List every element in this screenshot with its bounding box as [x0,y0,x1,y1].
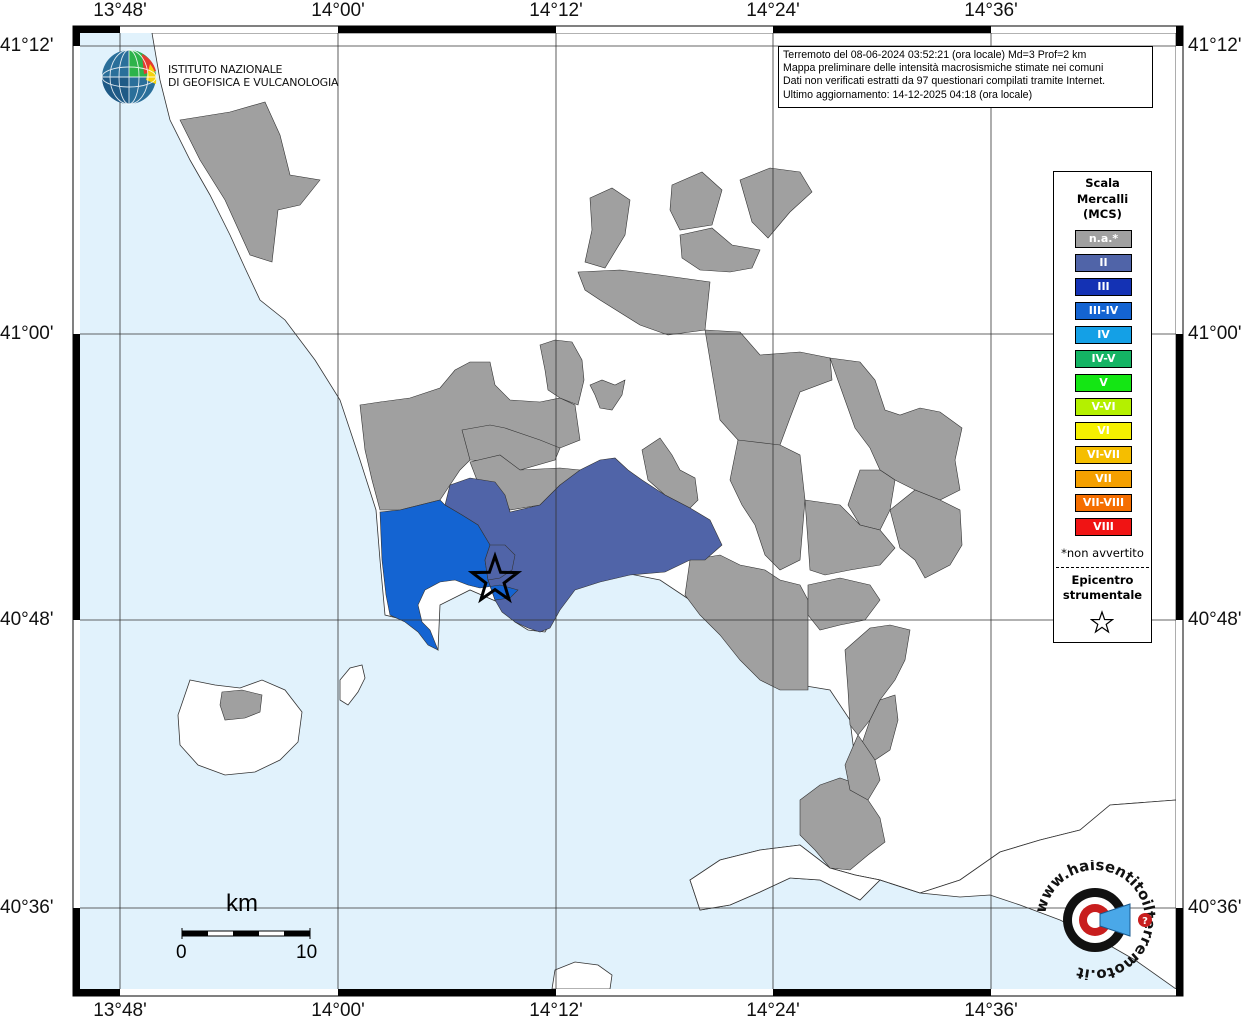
municipality-intensity-III-IV [379,499,519,651]
legend-epicenter-line: Epicentro [1071,573,1134,587]
ingv-line-1: ISTITUTO NAZIONALE [168,63,283,76]
legend-item: IV [1075,326,1132,344]
legend-note: *non avvertito [1061,546,1144,560]
lat-label-left: 40°48' [0,609,54,630]
event-info-line: Ultimo aggiornamento: 14-12-2025 04:18 (… [783,88,1033,101]
svg-text:?: ? [1142,916,1148,927]
epicenter-star-icon[interactable] [467,551,523,604]
legend-epicenter-label: Epicentro strumentale [1054,573,1151,603]
ischia-island [177,679,303,776]
lat-label-left: 40°36' [0,897,54,918]
legend-item: IV-V [1075,350,1132,368]
scale-label-max: 10 [296,942,318,963]
target-megaphone-logo-icon: www.haisentitoilterremoto.it ? [1031,860,1159,980]
ischia-municipality-na [219,689,263,721]
scale-bar-graphic [181,928,311,939]
scale-label-zero: 0 [176,942,187,963]
legend-item: VI-VII [1075,446,1132,464]
globe-logo-icon [101,49,157,105]
legend-title-line: Scala [1085,176,1120,190]
lat-label-right: 41°12' [1188,35,1242,56]
star-icon [1090,610,1114,634]
event-info-line: Dati non verificati estratti da 97 quest… [783,75,1106,88]
legend-item: II [1075,254,1132,272]
lon-label-top: 14°12' [529,0,583,21]
legend-item: VIII [1075,518,1132,536]
event-info-line: Mappa preliminare delle intensità macros… [783,62,1104,75]
legend-item: n.a.* [1075,230,1132,248]
lon-label-top: 13°48' [93,0,147,21]
event-info-box: Terremoto del 08-06-2024 03:52:21 (ora l… [778,46,1153,108]
lon-label-bottom: 14°00' [311,1000,365,1021]
lon-label-top: 14°36' [964,0,1018,21]
legend-item: V-VI [1075,398,1132,416]
lat-label-left: 41°00' [0,323,54,344]
lat-label-left: 41°12' [0,35,54,56]
scale-bar: km 0 10 [176,890,326,970]
lon-label-top: 14°00' [311,0,365,21]
legend-item: VI [1075,422,1132,440]
legend-item: VII [1075,470,1132,488]
event-info-line: Terremoto del 08-06-2024 03:52:21 (ora l… [783,49,1087,61]
lon-label-bottom: 13°48' [93,1000,147,1021]
legend-item: V [1075,374,1132,392]
legend-title: Scala Mercalli (MCS) [1054,176,1151,223]
legend-item: III-IV [1075,302,1132,320]
lat-label-right: 41°00' [1188,323,1242,344]
graticule [80,33,1176,989]
capri-island [551,961,613,989]
legend-title-line: (MCS) [1083,207,1122,221]
legend-epicenter-line: strumentale [1062,588,1143,602]
legend-separator [1056,567,1149,568]
ingv-logo-text: ISTITUTO NAZIONALE DI GEOFISICA E VULCAN… [168,63,339,89]
lon-label-bottom: 14°12' [529,1000,583,1021]
mcs-legend: Scala Mercalli (MCS) n.a.* II III III-IV IV I… [1053,171,1152,643]
legend-item: III [1075,278,1132,296]
procida-island [339,664,366,706]
lon-label-top: 14°24' [746,0,800,21]
lon-label-bottom: 14°36' [964,1000,1018,1021]
lon-label-bottom: 14°24' [746,1000,800,1021]
scale-unit: km [226,890,258,917]
lat-label-right: 40°36' [1188,897,1242,918]
legend-item: VII-VIII [1075,494,1132,512]
legend-title-line: Mercalli [1076,191,1129,206]
lat-label-right: 40°48' [1188,609,1242,630]
municipalities-not-available [179,101,963,871]
ingv-line-2: DI GEOFISICA E VULCANOLOGIA [168,76,339,89]
